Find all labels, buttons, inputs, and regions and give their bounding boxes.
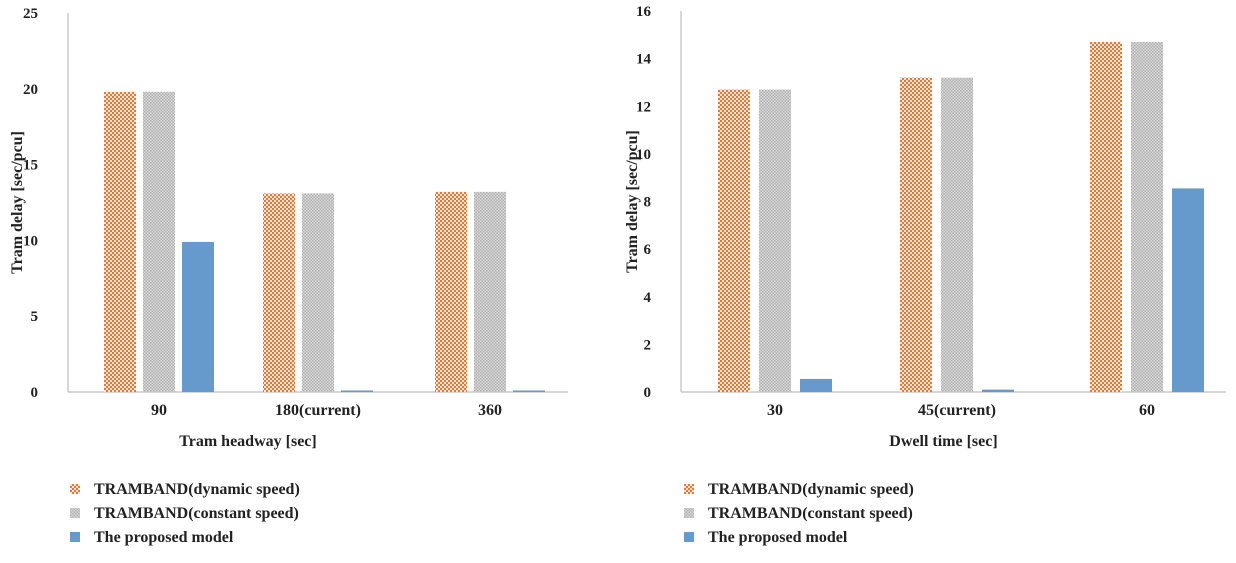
legend-swatch [70,508,80,518]
x-category-label: 45(current) [918,402,996,419]
legend-entry-label: TRAMBAND(constant speed) [94,505,299,522]
x-axis-title: Dwell time [sec] [889,433,997,450]
bar-right-series1-cat0 [759,89,791,393]
chart-right-dwell-time: 0 2 4 6 8 10 12 14 16 30 45(current) 60 Dwell time [… [624,4,1226,546]
x-category-label: 30 [767,402,783,419]
legend-swatch [684,532,694,542]
y-tick-label: 2 [644,337,652,353]
bar-right-series2-cat0 [800,378,832,392]
legend-swatch [684,508,694,518]
bar-right-series0-cat0 [718,89,750,393]
bar-left-series1-cat0 [143,91,175,392]
y-axis-title: Tram delay [sec/pcu] [9,131,26,274]
bar-left-series0-cat2 [435,191,467,392]
x-axis-title: Tram headway [sec] [179,433,316,450]
bar-right-series2-cat2 [1172,188,1204,392]
y-tick-label: 16 [636,4,652,20]
y-tick-label: 15 [23,158,38,174]
y-axis-title: Tram delay [sec/pcu] [624,130,641,273]
legend-swatch [70,532,80,542]
bar-left-series0-cat1 [263,193,295,392]
bar-left-series1-cat1 [302,193,334,392]
legend-entry-label: TRAMBAND(dynamic speed) [708,481,914,498]
y-tick-label: 0 [644,385,652,401]
legend-entry-label: TRAMBAND(dynamic speed) [94,481,300,498]
x-category-label: 360 [478,402,502,419]
bar-right-series0-cat2 [1090,41,1122,393]
y-tick-label: 0 [31,385,39,401]
chart-left-tram-headway: 0 5 10 15 20 25 90 180(current) 360 Tram headway … [9,6,568,546]
y-tick-label: 25 [23,6,38,22]
legend-entry-label: The proposed model [94,529,234,546]
bar-left-series0-cat0 [104,91,136,392]
y-tick-label: 10 [636,147,651,163]
bar-left-series2-cat0 [182,241,214,392]
bar-left-series2-cat1 [341,390,373,392]
bar-left-series2-cat2 [513,390,545,392]
bar-left-series1-cat2 [474,191,506,392]
legend-entry-label: TRAMBAND(constant speed) [708,505,913,522]
x-category-label: 180(current) [275,402,361,419]
y-tick-label: 14 [636,52,652,68]
bar-right-series0-cat1 [900,77,932,393]
y-tick-label: 8 [644,195,652,211]
y-tick-label: 12 [636,99,651,115]
legend-entry-label: The proposed model [708,529,848,546]
x-category-label: 60 [1139,402,1155,419]
bar-right-series1-cat1 [941,77,973,393]
legend-swatch [684,484,694,494]
y-tick-label: 6 [644,242,652,258]
y-tick-label: 20 [23,82,38,98]
bar-right-series2-cat1 [982,389,1014,392]
bar-right-series1-cat2 [1131,41,1163,393]
y-tick-label: 10 [23,233,38,249]
legend-swatch [70,484,80,494]
y-tick-label: 4 [644,290,652,306]
x-category-label: 90 [151,402,167,419]
y-tick-label: 5 [31,309,39,325]
